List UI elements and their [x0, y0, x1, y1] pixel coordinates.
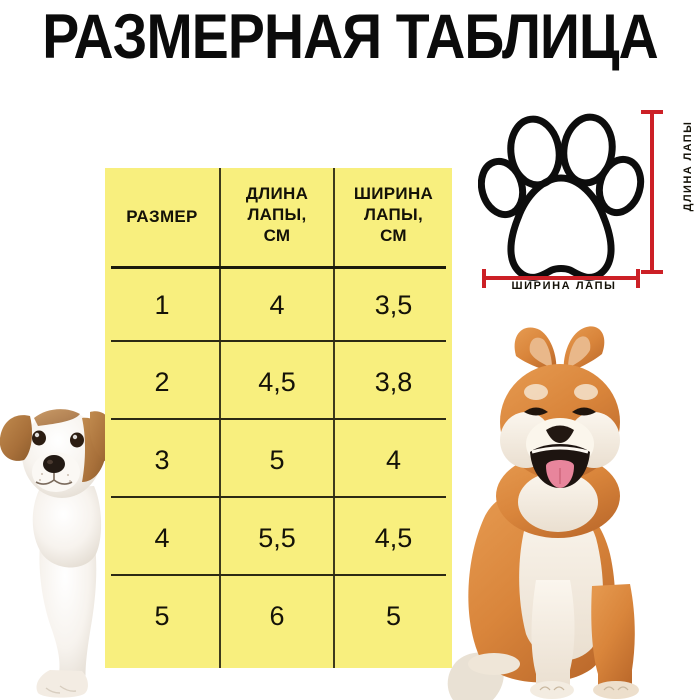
header-separator [111, 266, 446, 269]
width-label: ШИРИНА ЛАПЫ [511, 280, 617, 292]
table-row: 5 [385, 601, 402, 631]
table-row: 4 [269, 290, 285, 320]
table-row: 5,5 [258, 523, 296, 553]
table-row: 3,5 [374, 290, 413, 320]
table-row: 4,5 [258, 367, 296, 397]
table-row: 2 [154, 367, 170, 397]
row-separator [111, 496, 446, 498]
table-row: 6 [269, 601, 285, 631]
length-label: ДЛИНА ЛАПЫ [682, 120, 694, 212]
left-dog-photo [0, 368, 114, 700]
table-row: 4,5 [374, 523, 413, 553]
table-row: 3,8 [374, 367, 413, 397]
table-header-width: ШИРИНА ЛАПЫ, СМ [353, 184, 434, 245]
table-row: 4 [385, 445, 402, 475]
paw-print-icon [478, 110, 663, 288]
table-row: 3 [154, 445, 170, 475]
table-row: 5 [269, 445, 285, 475]
row-separator [111, 418, 446, 420]
table-row: 5 [154, 601, 170, 631]
table-row: 4 [154, 523, 170, 553]
size-table: РАЗМЕР ДЛИНА ЛАПЫ, СМ ШИРИНА ЛАПЫ, СМ 1 … [105, 168, 452, 668]
row-separator [111, 574, 446, 576]
row-separator [111, 340, 446, 342]
table-header-size: РАЗМЕР [126, 207, 198, 226]
page-title: РАЗМЕРНАЯ ТАБЛИЦА [42, 2, 658, 72]
table-row: 1 [154, 290, 170, 320]
table-header-length: ДЛИНА ЛАПЫ, СМ [245, 184, 309, 245]
width-measure-line [482, 269, 640, 288]
length-measure-line [641, 110, 663, 274]
paw-measurement-diagram: ДЛИНА ЛАПЫ ШИРИНА ЛАПЫ [478, 100, 694, 305]
right-dog-photo [440, 318, 680, 700]
